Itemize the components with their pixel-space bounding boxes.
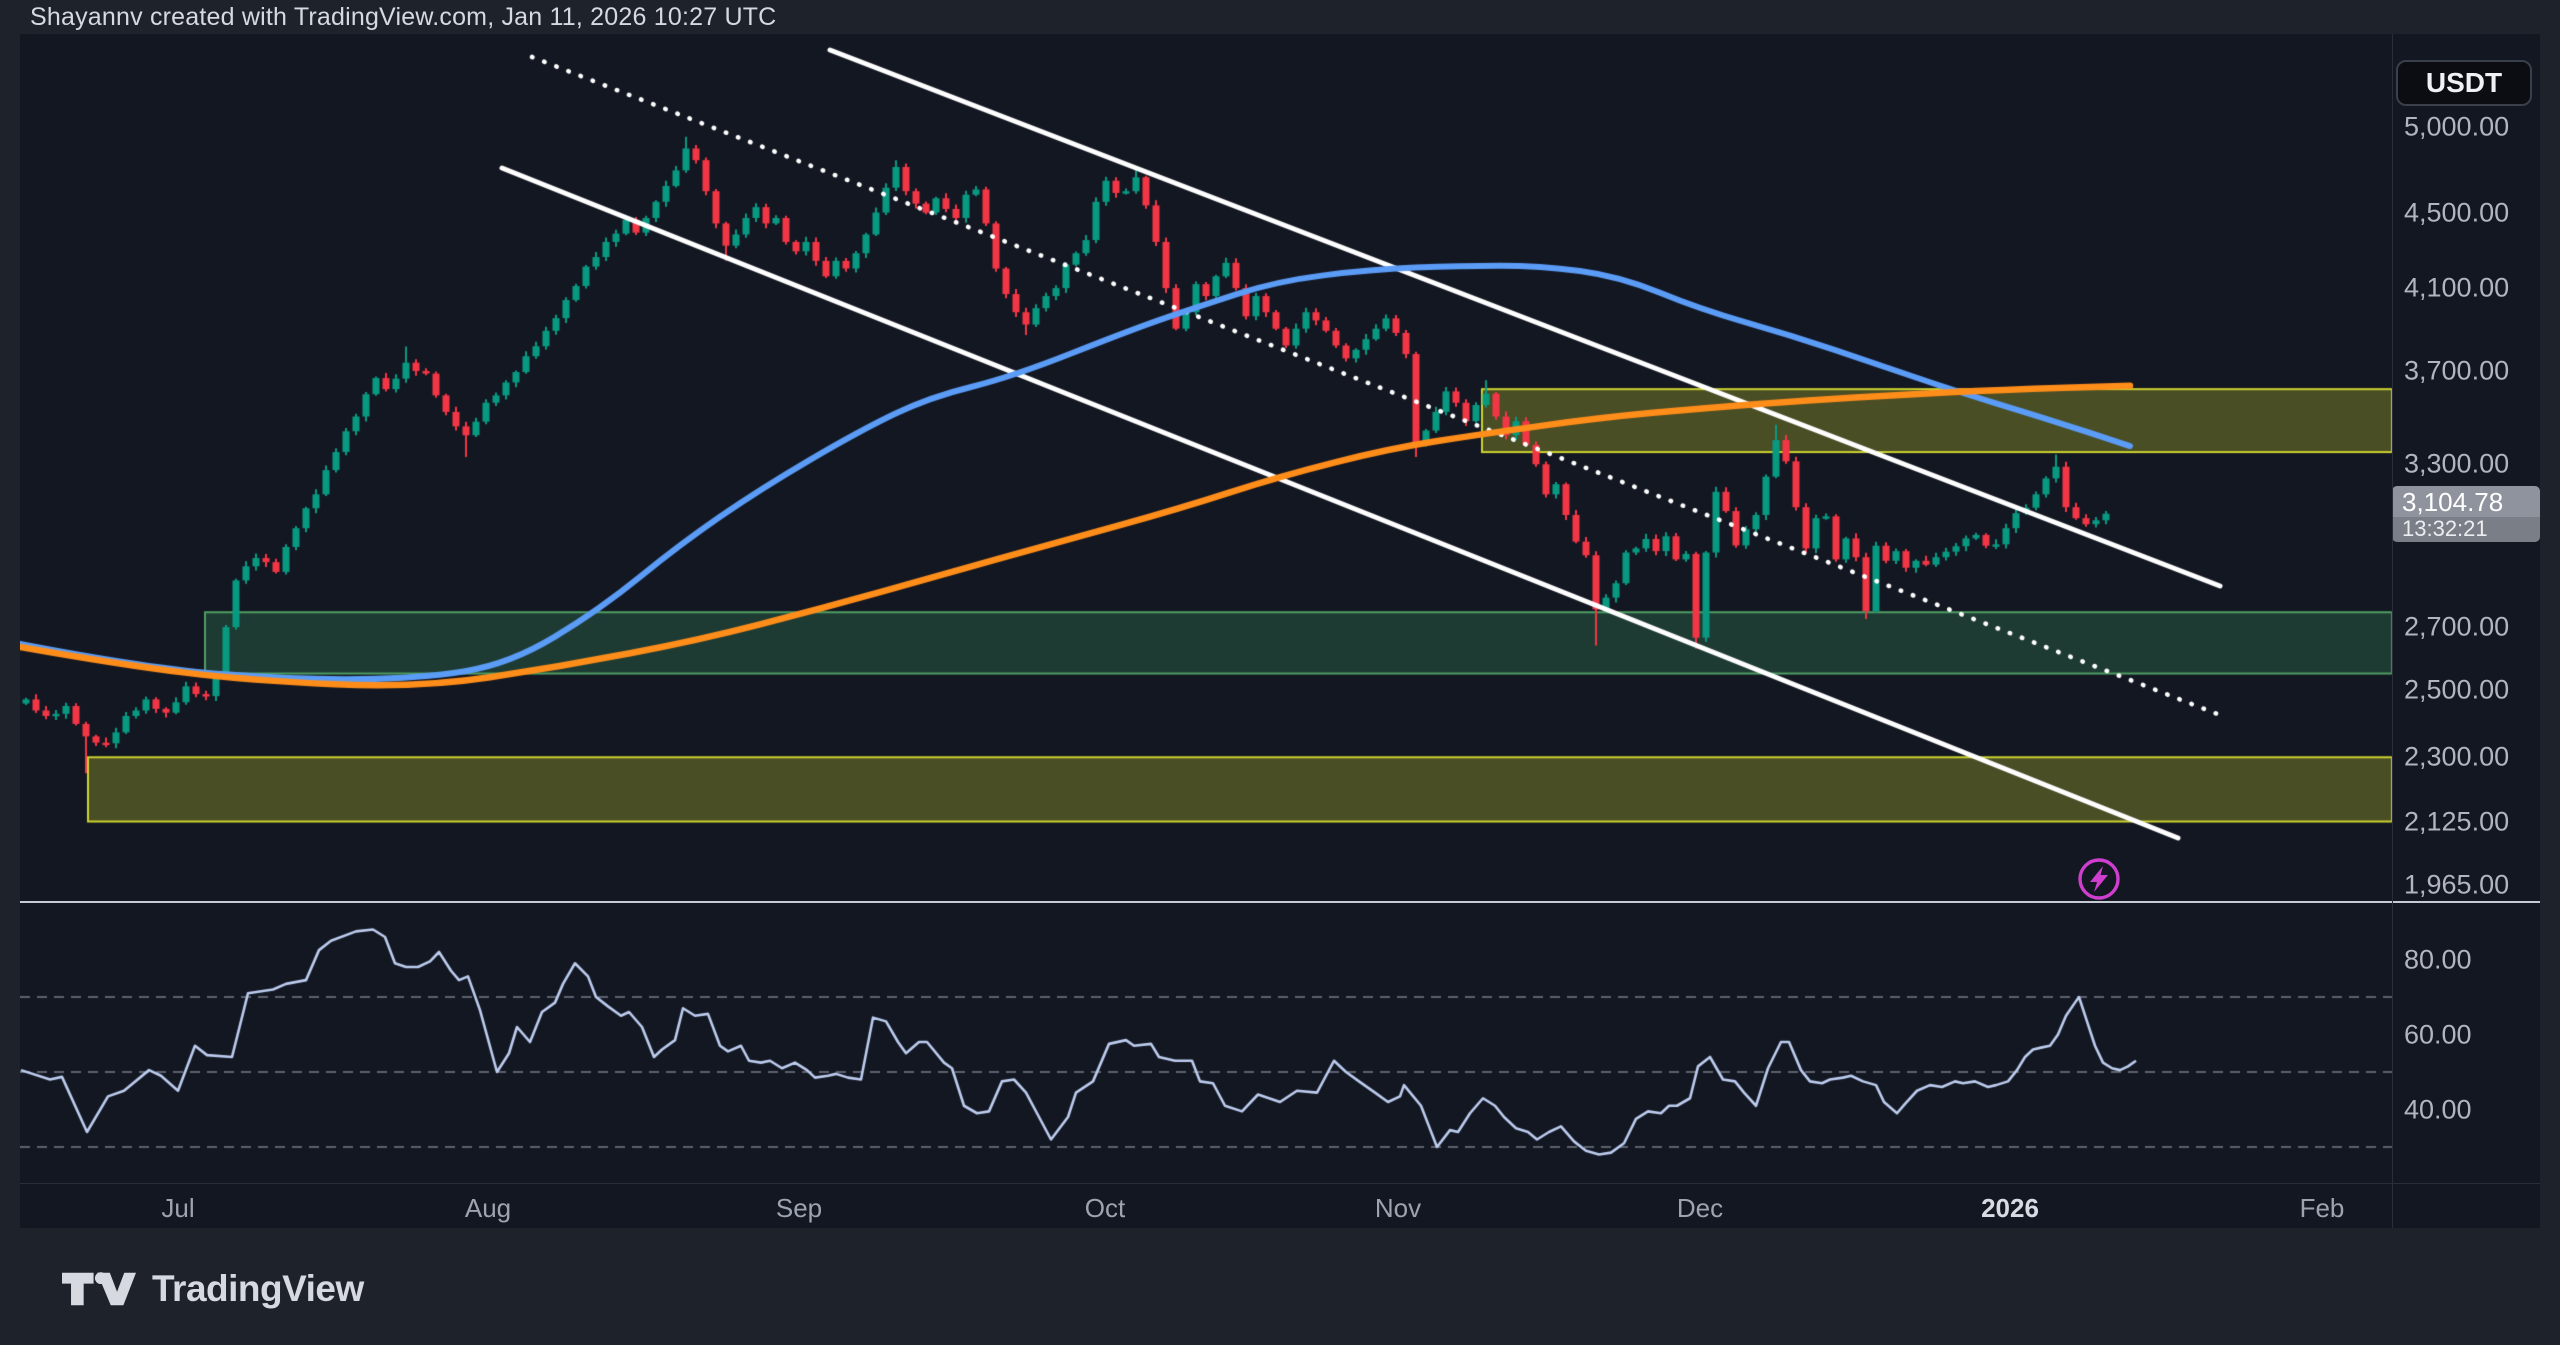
price-tick-label: 2,700.00	[2404, 611, 2510, 642]
price-tick-label: 4,500.00	[2404, 197, 2510, 228]
month-label: 2026	[1981, 1193, 2039, 1223]
price-chart-canvas[interactable]	[20, 34, 2540, 1228]
rsi-tick-label: 60.00	[2404, 1019, 2472, 1049]
month-label: Oct	[1084, 1193, 1126, 1223]
time-axis-separator	[20, 1183, 2540, 1184]
tradingview-logo[interactable]: TradingView	[62, 1266, 364, 1312]
quote-currency-badge[interactable]: USDT	[2396, 60, 2532, 106]
tradingview-logo-text: TradingView	[152, 1268, 364, 1309]
price-axis-border	[2392, 34, 2393, 1228]
rsi-tick-label: 80.00	[2404, 944, 2472, 974]
rsi-tick-label: 40.00	[2404, 1094, 2472, 1124]
price-tick-label: 1,965.00	[2404, 869, 2510, 900]
price-tick-label: 2,500.00	[2404, 674, 2510, 705]
price-tick-label: 5,000.00	[2404, 111, 2510, 142]
month-label: Aug	[464, 1193, 512, 1223]
chart-attribution: Shayannv created with TradingView.com, J…	[30, 3, 777, 31]
month-label: Dec	[1676, 1193, 1724, 1223]
month-label: Sep	[775, 1193, 823, 1223]
price-tick-label: 3,300.00	[2404, 448, 2510, 479]
month-label: Jul	[161, 1193, 195, 1223]
flash-idea-icon[interactable]	[2075, 855, 2123, 903]
price-tick-label: 4,100.00	[2404, 272, 2510, 303]
month-label: Feb	[2299, 1193, 2345, 1223]
price-tick-label: 2,300.00	[2404, 741, 2510, 772]
pane-separator[interactable]	[20, 901, 2540, 903]
last-price-badge: 3,104.78 13:32:21	[2392, 485, 2540, 542]
bar-countdown: 13:32:21	[2392, 516, 2540, 542]
price-tick-label: 2,125.00	[2404, 806, 2510, 836]
month-label: Nov	[1374, 1193, 1422, 1223]
chart-surface	[20, 34, 2540, 1228]
price-tick-label: 3,700.00	[2404, 355, 2510, 386]
tradingview-logo-mark	[62, 1272, 136, 1306]
last-price-value: 3,104.78	[2402, 486, 2504, 517]
